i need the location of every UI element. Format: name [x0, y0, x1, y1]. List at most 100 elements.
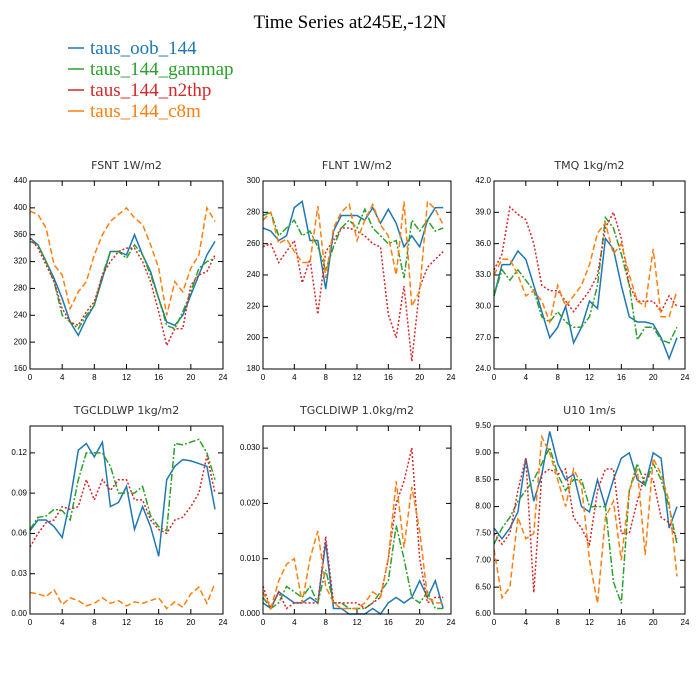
- x-tick-label: 16: [154, 618, 163, 627]
- panel: TMQ 1kg/m2 24.0 27.0 30.0 33.0 36.0 39.0 42.0 0 4…: [475, 159, 690, 382]
- y-tick-label: 6.50: [475, 582, 491, 591]
- panel-title: TMQ 1kg/m2: [553, 159, 624, 172]
- series-line: [262, 525, 444, 610]
- y-tick-label: 7.00: [475, 555, 491, 564]
- x-tick-label: 20: [415, 373, 424, 382]
- x-tick-label: 4: [292, 618, 297, 627]
- x-tick-label: 20: [649, 618, 658, 627]
- series-line: [262, 199, 444, 310]
- x-tick-label: 24: [681, 618, 690, 627]
- legend-label: taus_144_n2thp: [90, 80, 211, 101]
- x-tick-label: 16: [154, 373, 163, 382]
- x-tick-label: 12: [122, 618, 131, 627]
- x-tick-label: 16: [617, 373, 626, 382]
- x-tick-label: 0: [28, 373, 33, 382]
- x-tick-label: 24: [447, 618, 456, 627]
- x-tick-label: 20: [415, 618, 424, 627]
- series-line: [262, 447, 444, 611]
- plot-frame: [29, 425, 224, 615]
- series-line: [29, 237, 216, 348]
- y-tick-label: 200: [247, 333, 261, 342]
- x-tick-label: 8: [92, 618, 97, 627]
- y-tick-label: 9.00: [475, 448, 491, 457]
- x-tick-label: 8: [555, 373, 560, 382]
- x-tick-label: 8: [92, 373, 97, 382]
- y-tick-label: 280: [14, 284, 28, 293]
- y-tick-label: 24.0: [475, 364, 491, 373]
- y-tick-label: 0.06: [11, 529, 27, 538]
- y-tick-label: 0.020: [240, 499, 261, 508]
- panel: FLNT 1W/m2 180 200 220 240 260 280 300 0 4 8 12 16 20…: [247, 159, 456, 382]
- plot-frame: [493, 425, 686, 615]
- y-tick-label: 0.03: [11, 569, 27, 578]
- series-line: [493, 205, 678, 314]
- y-tick-label: 8.50: [475, 475, 491, 484]
- y-tick-label: 0.00: [11, 609, 27, 618]
- x-tick-label: 0: [261, 618, 266, 627]
- panel: FSNT 1W/m2 160 200 240 280 320 360 400 440 0 4 8 12 1…: [14, 159, 228, 382]
- panel: TGCLDIWP 1.0kg/m2 0.000 0.010 0.020 0.030 0 4 8…: [240, 404, 456, 627]
- x-tick-label: 16: [617, 618, 626, 627]
- x-tick-label: 4: [524, 373, 529, 382]
- series-line: [29, 455, 216, 548]
- x-tick-label: 4: [60, 618, 65, 627]
- series-line: [29, 240, 216, 330]
- y-tick-label: 300: [247, 176, 261, 185]
- y-tick-label: 0.030: [240, 443, 261, 452]
- x-tick-label: 12: [585, 373, 594, 382]
- y-tick-label: 240: [14, 310, 28, 319]
- y-tick-label: 39.0: [475, 207, 491, 216]
- y-tick-label: 27.0: [475, 333, 491, 342]
- x-tick-label: 12: [353, 373, 362, 382]
- x-tick-label: 12: [353, 618, 362, 627]
- y-tick-label: 260: [247, 239, 261, 248]
- y-tick-label: 400: [14, 203, 28, 212]
- x-tick-label: 4: [524, 618, 529, 627]
- legend-label: taus_144_c8m: [90, 101, 201, 122]
- x-tick-label: 20: [186, 373, 195, 382]
- y-tick-label: 0.000: [240, 609, 261, 618]
- panel: U10 1m/s 6.00 6.50 7.00 7.50 8.00 8.50 9.00 9.50…: [475, 404, 690, 627]
- y-tick-label: 360: [14, 230, 28, 239]
- y-tick-label: 7.50: [475, 529, 491, 538]
- plot-frame: [262, 180, 452, 370]
- plot-frame: [493, 180, 686, 370]
- panel-title: FSNT 1W/m2: [91, 159, 162, 172]
- y-tick-label: 9.50: [475, 421, 491, 430]
- series-line: [262, 227, 444, 362]
- x-tick-label: 20: [649, 373, 658, 382]
- y-tick-label: 220: [247, 301, 261, 310]
- y-tick-label: 0.010: [240, 554, 261, 563]
- x-tick-label: 4: [60, 373, 65, 382]
- series-line: [262, 200, 444, 290]
- x-tick-label: 8: [323, 618, 328, 627]
- panel-title: FLNT 1W/m2: [322, 159, 392, 172]
- x-tick-label: 8: [323, 373, 328, 382]
- series-line: [493, 236, 678, 361]
- panel-title: U10 1m/s: [563, 404, 616, 417]
- y-tick-label: 160: [14, 364, 28, 373]
- y-tick-label: 6.00: [475, 609, 491, 618]
- y-tick-label: 0.09: [11, 488, 27, 497]
- x-tick-label: 0: [28, 618, 33, 627]
- x-tick-label: 12: [122, 373, 131, 382]
- y-tick-label: 180: [247, 364, 261, 373]
- legend-label: taus_oob_144: [90, 38, 197, 59]
- y-tick-label: 240: [247, 270, 261, 279]
- series-line: [262, 481, 444, 611]
- x-tick-label: 24: [219, 618, 228, 627]
- x-tick-label: 0: [261, 373, 266, 382]
- y-tick-label: 440: [14, 176, 28, 185]
- y-tick-label: 42.0: [475, 176, 491, 185]
- plot-frame: [29, 180, 224, 370]
- x-tick-label: 12: [585, 618, 594, 627]
- y-tick-label: 36.0: [475, 239, 491, 248]
- series-line: [493, 215, 678, 344]
- series-line: [493, 221, 678, 325]
- series-line: [29, 232, 216, 337]
- series-line: [29, 582, 216, 610]
- y-tick-label: 200: [14, 337, 28, 346]
- panel-title: TGCLDIWP 1.0kg/m2: [299, 404, 414, 417]
- y-tick-label: 30.0: [475, 301, 491, 310]
